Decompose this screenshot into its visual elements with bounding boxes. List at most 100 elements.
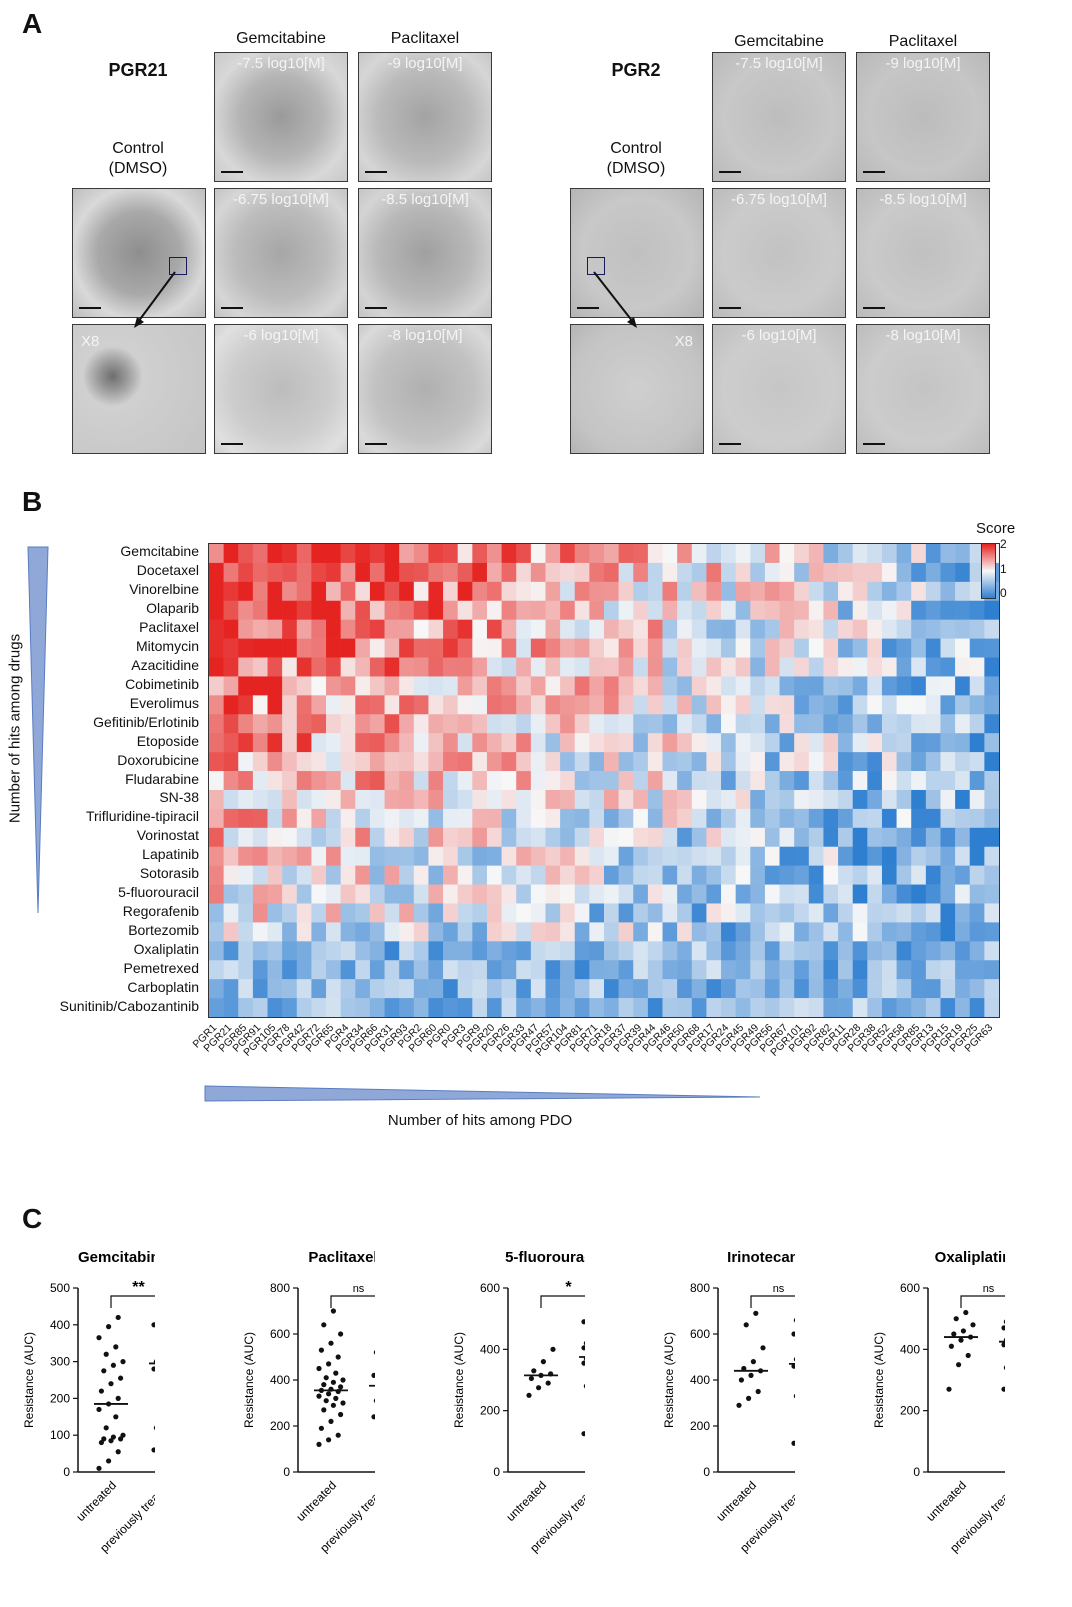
heatmap-cell [355, 714, 371, 734]
control-label: Control [112, 140, 164, 157]
heatmap-cell [925, 581, 941, 602]
heatmap-cell [794, 581, 810, 602]
heatmap-cell [852, 695, 868, 715]
heatmap-cell [530, 903, 546, 923]
heatmap-cell [486, 638, 502, 658]
heatmap-cell [925, 865, 941, 885]
heatmap-cell [677, 714, 693, 734]
heatmap-cell [677, 619, 693, 639]
heatmap-cell [209, 865, 224, 885]
scale-bar [719, 443, 741, 445]
heatmap-cell [326, 733, 341, 753]
heatmap-cell [852, 676, 868, 696]
heatmap-cell [750, 827, 766, 848]
heatmap-cell [677, 922, 693, 942]
heatmap-cell [867, 733, 883, 753]
heatmap-cell [428, 695, 444, 715]
heatmap-cell [647, 600, 663, 620]
heatmap-cell [779, 600, 795, 620]
heatmap-cell [589, 562, 605, 583]
heatmap-cell [808, 544, 824, 564]
heatmap-cell [794, 752, 810, 772]
heatmap-cell [852, 998, 868, 1018]
heatmap-cell [852, 733, 868, 753]
heatmap-cell [384, 979, 400, 999]
heatmap-cell [852, 960, 868, 980]
heatmap-cell [457, 827, 473, 848]
heatmap-cell [721, 695, 736, 715]
heatmap-cell [911, 562, 927, 583]
drug-label: SN-38 [159, 789, 199, 806]
heatmap-cell [238, 544, 254, 564]
heatmap-cell [267, 752, 283, 772]
heatmap-cell [618, 789, 634, 810]
heatmap-cell [838, 600, 853, 620]
significance-bracket [960, 1295, 1005, 1308]
heatmap-cell [604, 771, 619, 791]
heatmap-cell [589, 998, 605, 1018]
heatmap-cell [472, 619, 488, 639]
heatmap-cell [428, 960, 444, 980]
heatmap-cell [267, 884, 283, 904]
micrograph: -8.5 log10[M] [856, 188, 990, 318]
heatmap-cell [223, 695, 239, 715]
heatmap-cell [486, 562, 502, 583]
heatmap-cell [399, 827, 415, 848]
heatmap-cell [355, 733, 371, 753]
heatmap-cell [486, 676, 502, 696]
heatmap-cell [750, 733, 766, 753]
heatmap-cell [794, 657, 810, 677]
heatmap-cell [399, 846, 415, 866]
heatmap-cell [721, 827, 736, 848]
heatmap-cell [633, 657, 649, 677]
y-tick-label: 400 [900, 1342, 920, 1356]
heatmap-cell [911, 600, 927, 620]
heatmap-cell [399, 581, 415, 602]
heatmap-cell [735, 619, 751, 639]
heatmap-cell [516, 884, 532, 904]
heatmap-cell [633, 884, 649, 904]
heatmap-cell [560, 998, 576, 1018]
heatmap-cell [340, 695, 356, 715]
heatmap-cell [604, 789, 619, 810]
heatmap-cell [794, 771, 810, 791]
heatmap-cell [252, 544, 268, 564]
chart-title: Gemcitabine [78, 1249, 155, 1266]
data-point [960, 1328, 966, 1334]
heatmap-cell [326, 789, 341, 810]
heatmap-cell [589, 619, 605, 639]
concentration-label: -6 log10[M] [741, 327, 817, 344]
heatmap-cell [764, 771, 780, 791]
heatmap-cell [457, 600, 473, 620]
heatmap-cell [384, 884, 400, 904]
scale-bar [719, 171, 741, 173]
heatmap-cell [223, 979, 239, 999]
heatmap-cell [779, 733, 795, 753]
heatmap-cell [472, 922, 488, 942]
heatmap-cell [706, 808, 722, 829]
heatmap-cell [955, 808, 971, 829]
heatmap-cell [340, 638, 356, 658]
heatmap-cell [823, 544, 839, 564]
heatmap-cell [633, 581, 649, 602]
heatmap-cell [530, 638, 546, 658]
heatmap-cell [399, 657, 415, 677]
heatmap-cell [413, 960, 429, 980]
heatmap-cell [896, 903, 912, 923]
heatmap-cell [925, 846, 941, 866]
heatmap-cell [223, 960, 239, 980]
heatmap-cell [633, 979, 649, 999]
heatmap-cell [881, 865, 897, 885]
heatmap-cell [633, 544, 649, 564]
heatmap-cell [984, 600, 1000, 620]
data-point [151, 1447, 155, 1453]
heatmap-cell [750, 941, 766, 961]
heatmap-cell [984, 714, 1000, 734]
drug2-header: Paclitaxel [390, 30, 460, 47]
heatmap-cell [808, 695, 824, 715]
heatmap-cell [852, 941, 868, 961]
heatmap-cell [662, 846, 678, 866]
y-tick-label: 200 [270, 1419, 290, 1433]
heatmap-cell [881, 846, 897, 866]
